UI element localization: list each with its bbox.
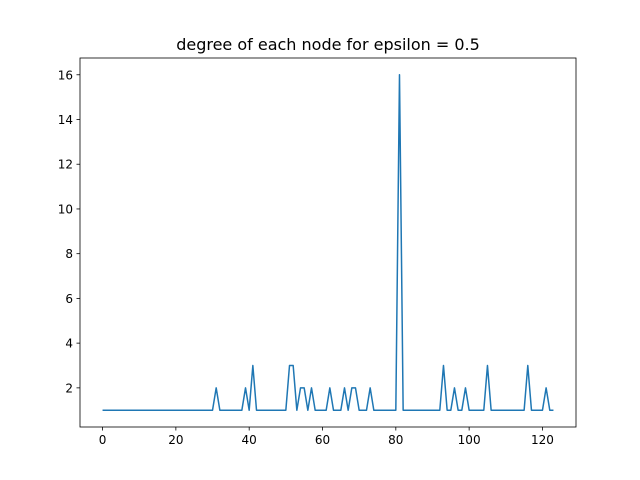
y-tick-label: 10	[58, 202, 73, 216]
y-tick-label: 16	[58, 68, 73, 82]
x-tick-label: 80	[388, 433, 403, 447]
x-tick-label: 100	[458, 433, 481, 447]
y-tick-label: 6	[65, 292, 73, 306]
axes-frame	[79, 57, 577, 428]
y-tick-label: 4	[65, 337, 73, 351]
x-axis: 0 20 40 60 80 100 120	[99, 427, 554, 447]
y-axis: 2 4 6 8 10 12 14 16	[58, 68, 80, 395]
y-tick-label: 8	[65, 247, 73, 261]
y-tick-label: 14	[58, 113, 73, 127]
chart-title: degree of each node for epsilon = 0.5	[176, 35, 480, 54]
y-tick-label: 12	[58, 158, 73, 172]
x-tick-label: 40	[242, 433, 257, 447]
x-tick-label: 60	[315, 433, 330, 447]
series-line-0	[102, 74, 554, 411]
x-tick-label: 120	[531, 433, 554, 447]
y-tick-label: 2	[65, 381, 73, 395]
plot-area	[102, 74, 554, 411]
x-tick-label: 0	[99, 433, 107, 447]
x-tick-label: 20	[168, 433, 183, 447]
